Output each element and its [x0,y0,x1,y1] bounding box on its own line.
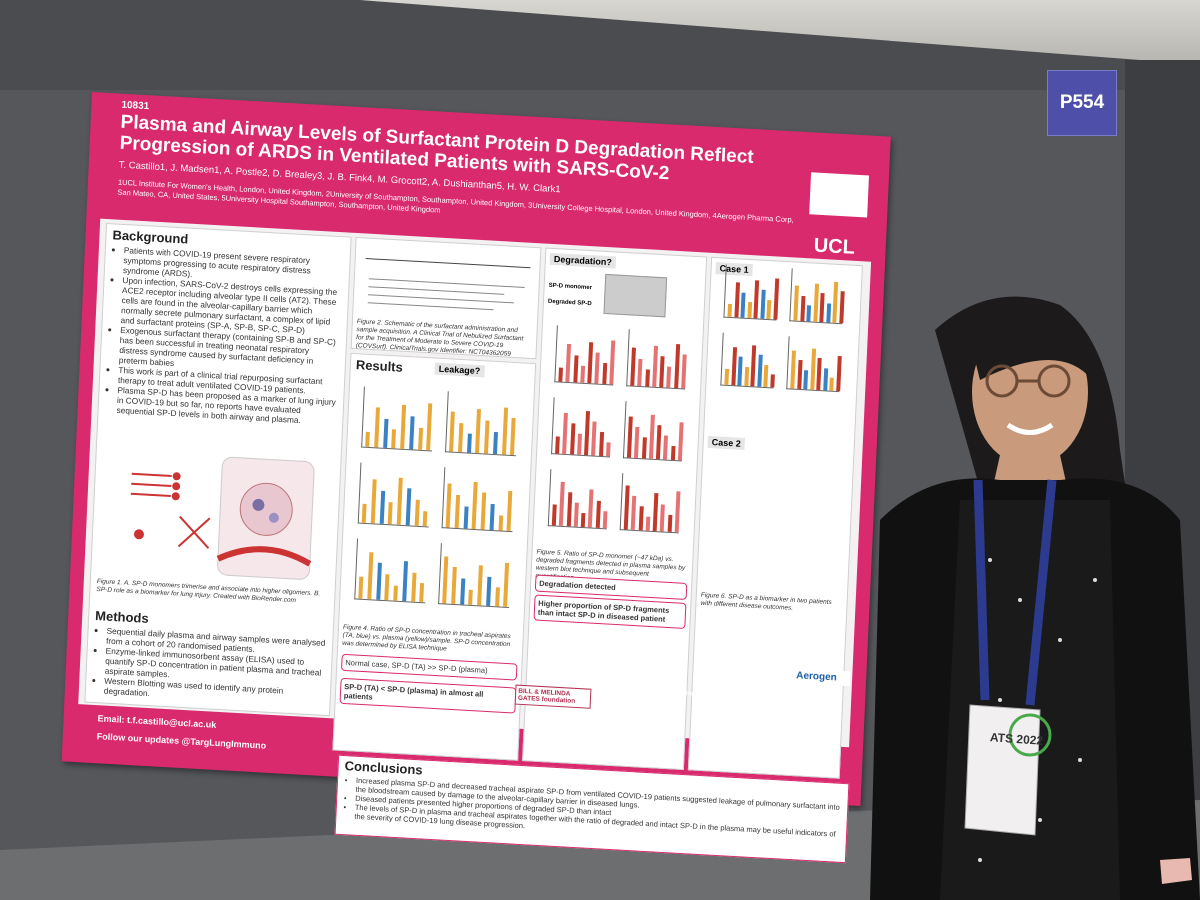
shape [988,558,992,562]
shape [1025,479,1057,706]
shape [368,278,525,288]
shape [367,278,525,311]
shape [131,482,172,488]
shape [133,529,144,540]
shape [978,858,982,862]
shape [171,492,180,501]
shape [130,492,171,498]
figure-1 [130,456,315,580]
timeline [365,258,531,311]
figure-2: Figure 2. Schematic of the surfactant ad… [350,236,542,360]
shape [1018,598,1022,602]
shape [1160,858,1192,884]
shape [172,482,181,491]
shape [172,472,181,481]
shape [239,482,293,536]
shape [1078,758,1082,762]
shape [1093,578,1097,582]
poster: 10831 Plasma and Airway Levels of Surfac… [61,92,891,864]
shape [1006,422,1054,435]
shape [177,517,211,548]
shape [368,294,514,304]
shape [964,704,1041,836]
shape [1038,818,1042,822]
shape [978,558,1097,862]
shape [252,498,265,511]
shape [367,302,494,311]
content-panel: Background Patients with COVID-19 presen… [78,218,872,864]
shape [368,286,505,295]
shape [985,364,1071,398]
shape [973,479,990,701]
shape [216,546,312,567]
shape [1008,713,1052,757]
shape [131,472,172,478]
shape [975,315,1092,380]
background-box: Background Patients with COVID-19 presen… [84,222,352,717]
shape [365,258,531,269]
shape [177,515,211,549]
shape [998,698,1002,702]
board-number: P554 [1047,70,1117,136]
shape [130,472,172,498]
shape [268,512,279,523]
shape [1058,638,1062,642]
